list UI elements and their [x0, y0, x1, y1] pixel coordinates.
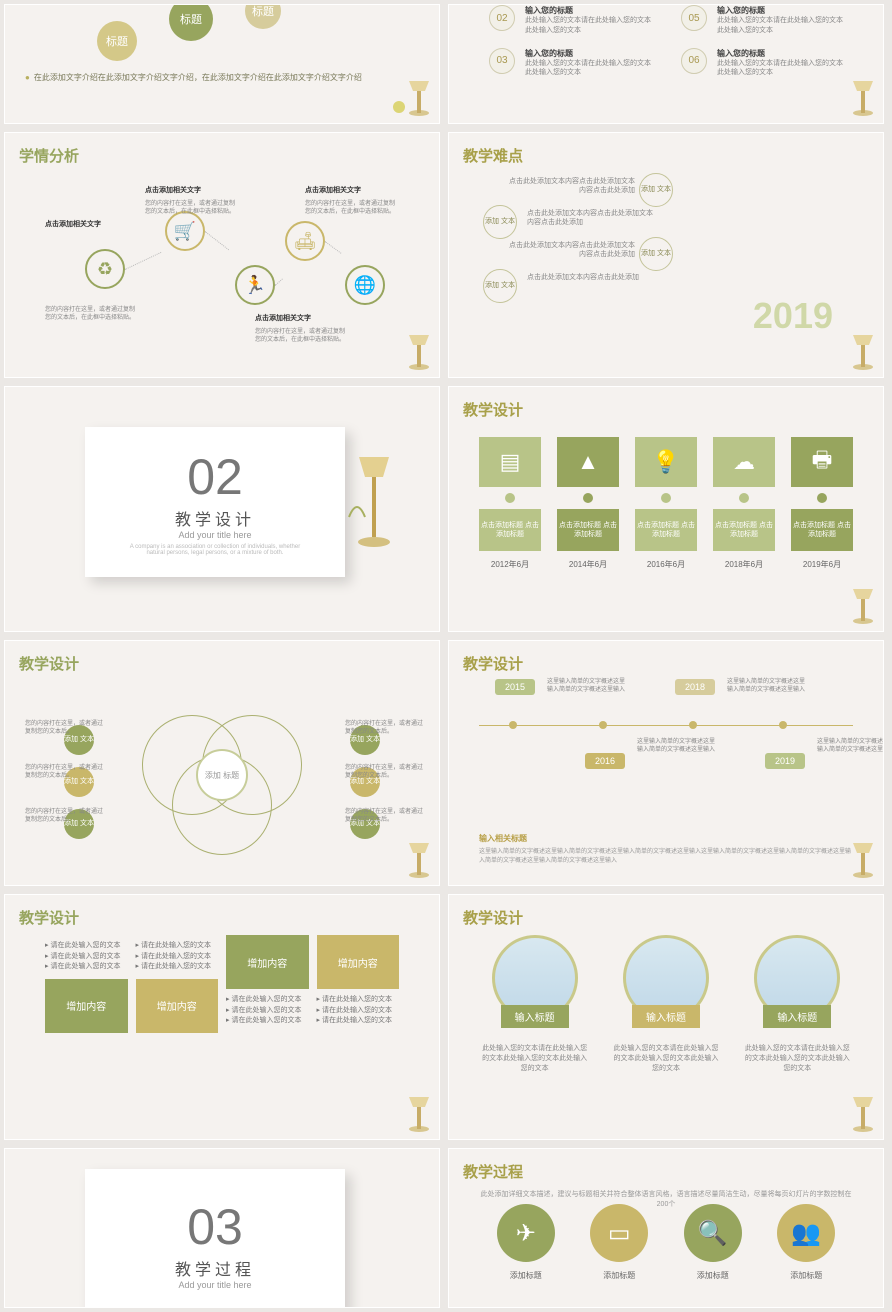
- number-badge: 05: [681, 5, 707, 31]
- timeline-icon: ☁: [713, 437, 775, 487]
- list-item: 03输入您的标题此处输入您的文本请在此处输入您的文本此处输入您的文本: [489, 48, 651, 79]
- step-icon: ✈: [497, 1204, 555, 1262]
- lamp-icon: [829, 839, 877, 879]
- section-card: 02 教学设计 Add your title here A company is…: [85, 427, 345, 577]
- lamp-icon: [385, 77, 433, 117]
- list-item: 05输入您的标题此处输入您的文本请在此处输入您的文本此处输入您的文本: [681, 5, 843, 36]
- slide-zigzag-timeline: 教学设计 2015这里输入简单的文字概述这里输入简单的文字概述这里输入2016这…: [448, 640, 884, 886]
- column: 增加内容▸ 请在此处输入您的文本▸ 请在此处输入您的文本▸ 请在此处输入您的文本: [226, 935, 309, 1033]
- analysis-icon: 🛒: [165, 211, 205, 251]
- year-label: 2015: [495, 679, 535, 695]
- year-watermark: 2019: [753, 295, 833, 337]
- section-card: 03 教学过程 Add your title here: [85, 1169, 345, 1308]
- process-step: ▭添加标题: [590, 1204, 648, 1281]
- timeline-item: 💡点击添加标题 点击添加标题2016年6月: [635, 437, 697, 570]
- year-label: 2018: [675, 679, 715, 695]
- timeline-item: ▤点击添加标题 点击添加标题2012年6月: [479, 437, 541, 570]
- bubble-node: 标题: [97, 21, 137, 61]
- lamp-icon: [829, 331, 877, 371]
- slide-numbered-list: 02输入您的标题此处输入您的文本请在此处输入您的文本此处输入您的文本 03输入您的…: [448, 4, 884, 124]
- bubble-node: 标题: [169, 4, 213, 41]
- step-icon: 👥: [777, 1204, 835, 1262]
- slide-four-boxes: 教学设计 ▸ 请在此处输入您的文本▸ 请在此处输入您的文本▸ 请在此处输入您的文…: [4, 894, 440, 1140]
- slide-title: 教学过程: [463, 1161, 523, 1182]
- slide-section-02: 02 教学设计 Add your title here A company is…: [4, 386, 440, 632]
- slide-three-circles: 教学设计 输入标题此处输入您的文本请在此处输入您的文本此处输入您的文本此处输入您…: [448, 894, 884, 1140]
- number-badge: 03: [489, 48, 515, 74]
- column: ▸ 请在此处输入您的文本▸ 请在此处输入您的文本▸ 请在此处输入您的文本增加内容: [45, 935, 128, 1033]
- slide-venn: 教学设计 添加 标题 添加 文本添加 文本添加 文本添加 文本添加 文本添加 文…: [4, 640, 440, 886]
- analysis-icon: 🏃: [235, 265, 275, 305]
- pill-node: 添加 文本: [483, 205, 517, 239]
- lamp-illustration: [339, 447, 399, 567]
- list-item: 02输入您的标题此处输入您的文本请在此处输入您的文本此处输入您的文本: [489, 5, 651, 36]
- step-icon: 🔍: [684, 1204, 742, 1262]
- lamp-icon: [829, 77, 877, 117]
- caption: ●在此添加文字介绍在此添加文字介绍文字介绍，在此添加文字介绍在此添加文字介绍文字…: [25, 72, 362, 83]
- step-icon: ▭: [590, 1204, 648, 1262]
- analysis-icon: ♻: [85, 249, 125, 289]
- pill-node: 添加 文本: [639, 173, 673, 207]
- lamp-icon: [385, 1093, 433, 1133]
- slide-bubbles: 标题标题标题 ●在此添加文字介绍在此添加文字介绍文字介绍，在此添加文字介绍在此添…: [4, 4, 440, 124]
- slide-title: 学情分析: [19, 145, 79, 166]
- ribbon-label: 输入标题: [763, 1005, 831, 1028]
- pill-node: 添加 文本: [483, 269, 517, 303]
- slide-process-circles: 教学过程 此处添加详细文本描述，建议与标题相关并符合整体语言风格，语言描述尽量简…: [448, 1148, 884, 1308]
- content-box: 增加内容: [226, 935, 309, 989]
- slide-timeline-boxes: 教学设计 ▤点击添加标题 点击添加标题2012年6月 ▲点击添加标题 点击添加标题…: [448, 386, 884, 632]
- list-item: 06输入您的标题此处输入您的文本请在此处输入您的文本此处输入您的文本: [681, 48, 843, 79]
- number-badge: 02: [489, 5, 515, 31]
- timeline-icon: 🖶: [791, 437, 853, 487]
- process-step: 👥添加标题: [777, 1204, 835, 1281]
- content-box: 增加内容: [317, 935, 400, 989]
- slide-section-03: 03 教学过程 Add your title here: [4, 1148, 440, 1308]
- content-box: 增加内容: [45, 979, 128, 1033]
- lamp-icon: [829, 1093, 877, 1133]
- process-step: 🔍添加标题: [684, 1204, 742, 1281]
- circle-item: 输入标题此处输入您的文本请在此处输入您的文本此处输入您的文本此处输入您的文本: [742, 935, 852, 1073]
- analysis-icon: 🌐: [345, 265, 385, 305]
- footer-text: 输入相关标题 这里输入简单的文字概述这里输入简单的文字概述这里输入简单的文字概述…: [479, 833, 853, 865]
- column: ▸ 请在此处输入您的文本▸ 请在此处输入您的文本▸ 请在此处输入您的文本增加内容: [136, 935, 219, 1033]
- process-step: ✈添加标题: [497, 1204, 555, 1281]
- slide-title: 教学设计: [463, 653, 523, 674]
- slide-grid: 标题标题标题 ●在此添加文字介绍在此添加文字介绍文字介绍，在此添加文字介绍在此添…: [4, 4, 888, 1308]
- bubble-node: 标题: [245, 4, 281, 29]
- timeline-item: 🖶点击添加标题 点击添加标题2019年6月: [791, 437, 853, 570]
- pill-node: 添加 文本: [639, 237, 673, 271]
- year-label: 2019: [765, 753, 805, 769]
- timeline-item: ▲点击添加标题 点击添加标题2014年6月: [557, 437, 619, 570]
- lamp-icon: [385, 331, 433, 371]
- content-box: 增加内容: [136, 979, 219, 1033]
- ribbon-label: 输入标题: [501, 1005, 569, 1028]
- timeline-item: ☁点击添加标题 点击添加标题2018年6月: [713, 437, 775, 570]
- year-label: 2016: [585, 753, 625, 769]
- lamp-icon: [829, 585, 877, 625]
- column: 增加内容▸ 请在此处输入您的文本▸ 请在此处输入您的文本▸ 请在此处输入您的文本: [317, 935, 400, 1033]
- slide-title: 教学设计: [463, 399, 523, 420]
- lamp-icon: [385, 839, 433, 879]
- slide-title: 教学设计: [463, 907, 523, 928]
- slide-analysis: 学情分析 ♻点击添加相关文字您的内容打在这里，或者通过复制您的文本后，在此框中选…: [4, 132, 440, 378]
- timeline-icon: 💡: [635, 437, 697, 487]
- circle-item: 输入标题此处输入您的文本请在此处输入您的文本此处输入您的文本此处输入您的文本: [480, 935, 590, 1073]
- number-badge: 06: [681, 48, 707, 74]
- slide-difficulty: 教学难点 添加 文本点击此处添加文本内容点击此处添加文本内容点击此处添加添加 文…: [448, 132, 884, 378]
- timeline-icon: ▲: [557, 437, 619, 487]
- slide-title: 教学难点: [463, 145, 523, 166]
- slide-title: 教学设计: [19, 907, 79, 928]
- ribbon-label: 输入标题: [632, 1005, 700, 1028]
- slide-title: 教学设计: [19, 653, 79, 674]
- venn-diagram: 添加 标题 添加 文本添加 文本添加 文本添加 文本添加 文本添加 文本: [122, 705, 322, 845]
- analysis-icon: 🛋: [285, 221, 325, 261]
- timeline-icon: ▤: [479, 437, 541, 487]
- circle-item: 输入标题此处输入您的文本请在此处输入您的文本此处输入您的文本此处输入您的文本: [611, 935, 721, 1073]
